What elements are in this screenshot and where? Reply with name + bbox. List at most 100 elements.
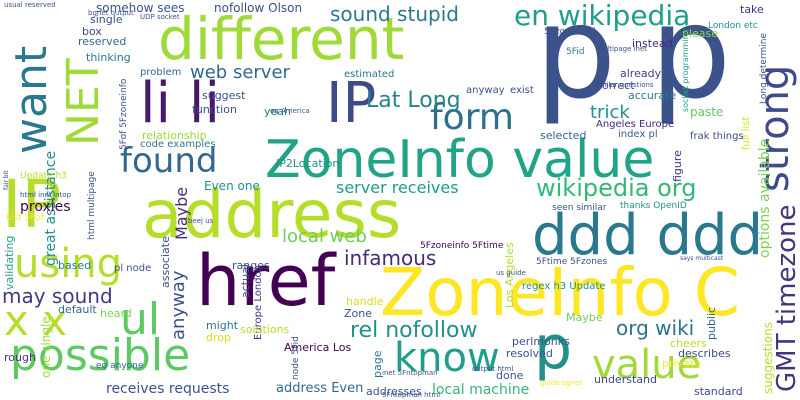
cloud-word: local web xyxy=(282,226,367,247)
cloud-word: rough xyxy=(4,351,36,364)
cloud-word: ul xyxy=(120,294,161,345)
cloud-word: using xyxy=(14,241,123,287)
cloud-word: accurate xyxy=(628,89,677,102)
cloud-word: correct xyxy=(596,79,635,92)
cloud-word: UDP socket xyxy=(140,13,180,21)
cloud-word: anyway xyxy=(168,270,189,341)
cloud-word: resolved xyxy=(506,347,553,360)
cloud-word: already xyxy=(620,67,662,80)
cloud-word: instead xyxy=(632,37,673,50)
cloud-word: know xyxy=(394,335,500,381)
cloud-word: thanks OpenID xyxy=(620,201,687,211)
cloud-word: fair bit xyxy=(3,170,10,190)
cloud-word: server receives xyxy=(336,178,459,197)
cloud-word: addresses xyxy=(366,385,422,398)
cloud-word: private xyxy=(662,357,701,370)
cloud-word: ddd ddd xyxy=(532,203,764,268)
cloud-word: local machine xyxy=(432,382,530,398)
cloud-word: standard xyxy=(694,385,743,398)
cloud-word: address xyxy=(142,176,402,253)
cloud-word: may sound xyxy=(2,284,113,308)
cloud-word: en wikipedia xyxy=(514,0,691,32)
cloud-word: sound stupid xyxy=(330,2,459,26)
cloud-word: ranges xyxy=(232,259,270,272)
cloud-word: 5Fzones rel xyxy=(544,27,596,37)
cloud-word: infamous xyxy=(344,246,437,270)
cloud-word: inet 5Fntopman xyxy=(382,369,438,377)
cloud-word: bgnet output xyxy=(88,9,134,17)
cloud-word: London etc xyxy=(708,21,758,31)
cloud-word: output html xyxy=(472,365,514,373)
cloud-word: different xyxy=(158,5,405,73)
cloud-word: says multicast xyxy=(680,255,724,262)
cloud-word: rel nofollow xyxy=(350,318,478,343)
cloud-word: IP xyxy=(326,71,377,136)
cloud-word: socket programming xyxy=(681,29,690,112)
cloud-word: handle xyxy=(346,295,384,308)
cloud-word: validating xyxy=(3,235,16,290)
cloud-word: web server xyxy=(190,62,290,83)
cloud-word: receives requests xyxy=(106,381,230,397)
cloud-word: href xyxy=(196,240,336,322)
cloud-word: perlmonks xyxy=(512,335,570,348)
cloud-word: p xyxy=(535,0,617,128)
cloud-word: value xyxy=(592,342,702,388)
cloud-word: Long determine xyxy=(759,32,769,104)
cloud-word: associate xyxy=(159,236,172,288)
cloud-word: understand xyxy=(594,373,657,386)
cloud-word: 5Fid xyxy=(566,47,585,57)
cloud-word: public xyxy=(705,306,718,340)
cloud-word: single xyxy=(90,13,123,26)
cloud-word: nofollow Olson xyxy=(214,1,303,15)
cloud-word: Maybe xyxy=(172,186,191,240)
cloud-word: America Los xyxy=(284,341,352,354)
cloud-word: suggestions xyxy=(761,322,775,394)
cloud-word: frak things xyxy=(690,131,744,142)
cloud-word: exist xyxy=(510,85,534,96)
cloud-word: one single xyxy=(39,316,53,378)
cloud-word: NET xyxy=(58,58,109,146)
cloud-word: seen similar xyxy=(552,203,607,213)
cloud-word: p xyxy=(650,0,732,128)
cloud-word: html multipage xyxy=(87,171,97,240)
cloud-word: drop xyxy=(206,331,231,344)
cloud-word: yeah xyxy=(264,105,291,118)
cloud-word: li li xyxy=(140,71,221,136)
cloud-word: IP xyxy=(2,166,62,243)
cloud-word: describes xyxy=(678,347,731,360)
cloud-word: solutions xyxy=(240,323,290,336)
cloud-word: Maybe xyxy=(566,311,603,324)
cloud-word: form xyxy=(430,97,514,138)
cloud-word: reserved xyxy=(78,35,127,48)
cloud-word: IP2Location xyxy=(276,157,340,170)
cloud-word: box xyxy=(82,25,102,38)
cloud-word: thinking xyxy=(86,51,131,64)
cloud-word: cheers xyxy=(670,337,707,350)
cloud-word: x x xyxy=(4,296,68,345)
cloud-word: us guide xyxy=(496,269,526,277)
cloud-word: selected xyxy=(540,129,587,142)
cloud-word: address Even xyxy=(276,381,364,396)
cloud-word: Angeles Europe xyxy=(596,119,675,130)
cloud-word: might xyxy=(206,319,239,332)
cloud-word: wikipedia org xyxy=(536,174,697,202)
cloud-word: based xyxy=(58,259,92,272)
cloud-word: ZoneInfo value xyxy=(265,130,655,190)
cloud-word: multipage inet xyxy=(596,45,648,53)
cloud-word: beej us xyxy=(188,217,214,225)
cloud-word: guide bgnet xyxy=(540,379,583,387)
cloud-word: function xyxy=(192,103,237,116)
cloud-word: org wiki xyxy=(616,316,695,340)
cloud-word: anyway xyxy=(466,85,505,96)
cloud-word: Lat Long xyxy=(366,88,461,113)
cloud-word: code examples xyxy=(140,139,216,150)
cloud-word: List 5Fof xyxy=(6,213,44,223)
cloud-word: suggest xyxy=(202,89,246,102)
cloud-word: estimated xyxy=(344,69,395,80)
cloud-word: somehow sees xyxy=(96,1,185,15)
cloud-word: please xyxy=(682,27,719,40)
cloud-word: usual reserved xyxy=(4,1,56,9)
cloud-word: 5Fzoneinfo 5Ftime xyxy=(420,241,504,251)
cloud-word: problem xyxy=(140,67,182,78)
